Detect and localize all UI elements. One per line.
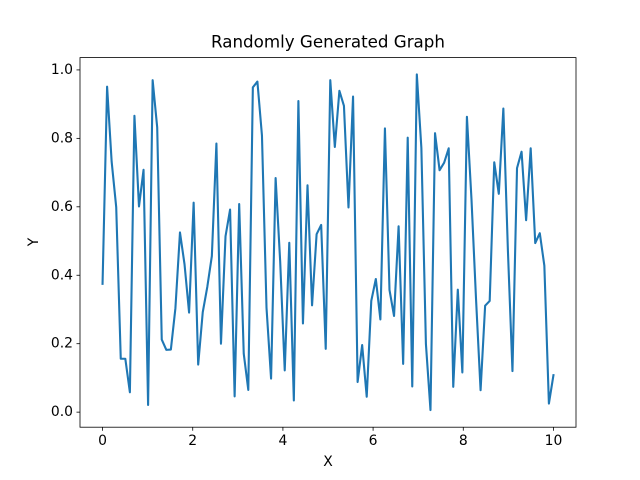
chart-title: Randomly Generated Graph	[211, 32, 445, 52]
x-tick-label: 2	[188, 433, 197, 449]
x-tick-label: 0	[98, 433, 107, 449]
data-line	[101, 73, 555, 412]
x-tick-label: 4	[278, 433, 287, 449]
y-tick-label: 0.6	[51, 199, 73, 215]
x-tick-label: 10	[545, 433, 563, 449]
x-tick-label: 6	[369, 433, 378, 449]
plot-frame	[79, 57, 577, 428]
y-tick-label: 1.0	[51, 62, 73, 78]
y-tick-label: 0.0	[51, 404, 73, 420]
y-tick-label: 0.2	[51, 336, 73, 352]
x-tick-label: 8	[459, 433, 468, 449]
y-tick-label: 0.4	[51, 267, 73, 283]
y-tick-label: 0.8	[51, 130, 73, 146]
x-axis-label: X	[323, 454, 333, 470]
y-axis-label: Y	[26, 237, 42, 247]
